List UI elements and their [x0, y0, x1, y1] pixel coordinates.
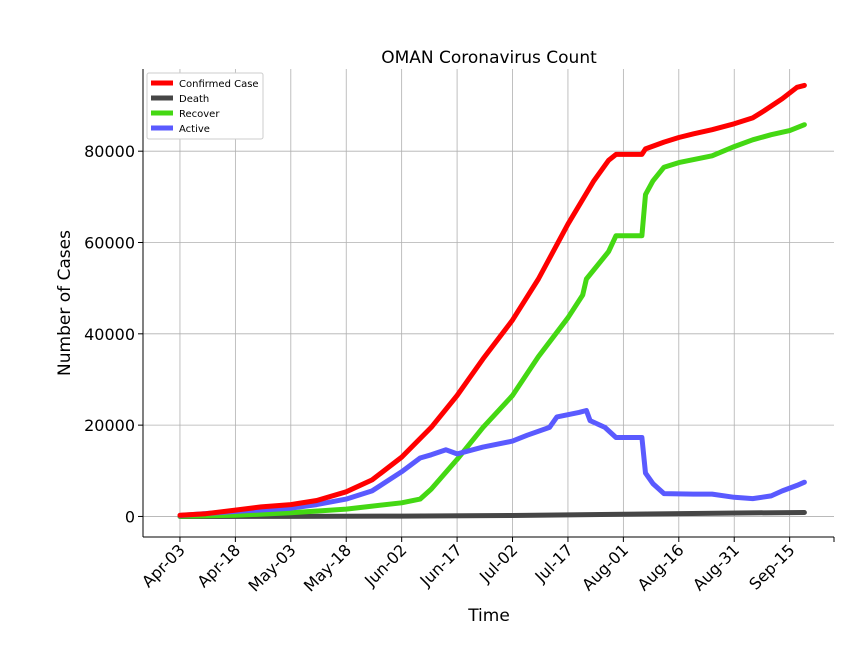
- x-tick-label: Apr-03: [138, 540, 189, 591]
- y-tick-label: 80000: [84, 142, 135, 161]
- legend-label: Confirmed Case: [179, 79, 259, 90]
- y-tick-label: 0: [125, 507, 135, 526]
- y-axis-label: Number of Cases: [55, 230, 75, 376]
- x-tick-label: Aug-01: [578, 540, 632, 594]
- chart-title: OMAN Coronavirus Count: [381, 48, 597, 68]
- y-tick-label: 20000: [84, 416, 135, 435]
- legend-label: Recover: [179, 109, 220, 120]
- x-tick-label: May-03: [245, 540, 300, 595]
- axes: [138, 69, 835, 542]
- x-tick-label: Jun-02: [360, 540, 410, 590]
- x-tick-label: May-18: [300, 540, 355, 595]
- x-tick-label: Aug-16: [634, 540, 688, 594]
- series-line-confirmed-case: [177, 82, 807, 518]
- legend: Confirmed Case Death Recover Active: [146, 72, 264, 140]
- x-tick-label: Jul-17: [531, 540, 577, 586]
- legend-label: Death: [179, 94, 209, 105]
- series-line-death: [177, 510, 807, 519]
- series-line-recover: [177, 122, 807, 519]
- x-tick-label: Apr-18: [193, 540, 244, 591]
- x-axis-label: Time: [467, 606, 510, 626]
- plot-series: [177, 82, 807, 519]
- series-line-active: [177, 408, 807, 518]
- legend-label: Active: [179, 124, 210, 135]
- y-tick-label: 40000: [84, 325, 135, 344]
- x-tick-label: Sep-15: [745, 540, 798, 593]
- x-tick-label: Jul-02: [475, 540, 521, 586]
- tick-labels: Apr-03 Apr-18 May-03 May-18 Jun-02 Jun-17 Jul-…: [84, 142, 798, 595]
- y-tick-label: 60000: [84, 234, 135, 253]
- x-tick-label: Jun-17: [416, 540, 466, 590]
- x-tick-label: Aug-31: [689, 540, 743, 594]
- legend-box: [146, 72, 264, 140]
